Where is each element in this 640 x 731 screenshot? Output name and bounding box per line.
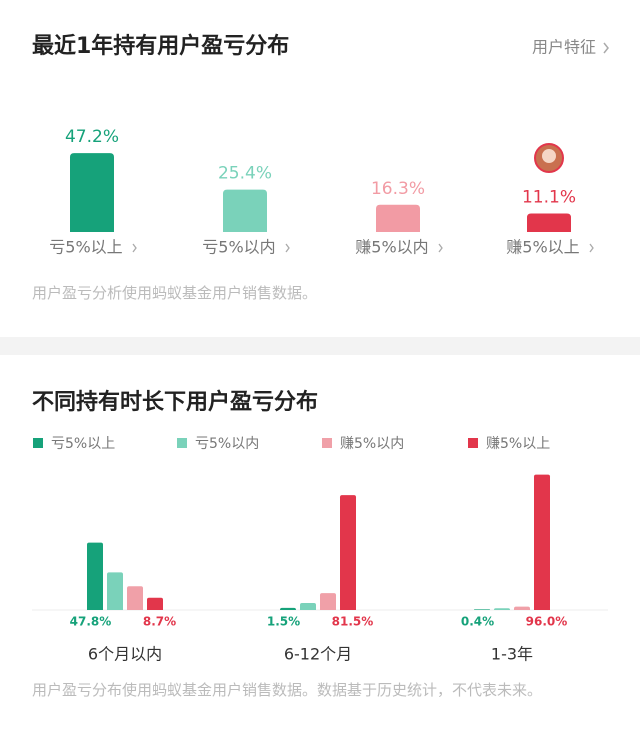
legend-label: 赚5%以内 bbox=[340, 436, 404, 452]
bar bbox=[300, 602, 316, 610]
chevron bbox=[589, 243, 594, 253]
legend-label: 亏5%以内 bbox=[195, 436, 259, 452]
value-label: 25.4% bbox=[218, 164, 272, 184]
bar bbox=[527, 213, 571, 232]
chart-title: 不同持有时长下用户盈亏分布 bbox=[32, 389, 318, 415]
value-label: 11.1% bbox=[522, 187, 576, 207]
legend-label: 赚5%以上 bbox=[486, 436, 550, 452]
chevron bbox=[285, 243, 290, 253]
x-tick-label: 亏5%以上 bbox=[49, 238, 122, 257]
section-link[interactable]: 用户特征 bbox=[532, 38, 596, 57]
x-tick-label: 6-12个月 bbox=[284, 645, 352, 664]
bar bbox=[340, 495, 356, 610]
bar bbox=[320, 593, 336, 610]
avatar-face bbox=[542, 149, 556, 163]
value-label: 81.5% bbox=[332, 615, 374, 629]
bar bbox=[147, 597, 163, 610]
legend-swatch bbox=[468, 438, 478, 448]
value-label: 16.3% bbox=[371, 179, 425, 199]
bar bbox=[107, 572, 123, 610]
x-tick-label: 6个月以内 bbox=[88, 645, 162, 664]
value-label: 47.8% bbox=[70, 615, 112, 629]
value-label: 96.0% bbox=[526, 615, 568, 629]
chart-title: 最近1年持有用户盈亏分布 bbox=[32, 33, 289, 59]
bar bbox=[223, 189, 267, 232]
chevron bbox=[603, 42, 609, 54]
bar bbox=[514, 606, 530, 610]
bar bbox=[494, 608, 510, 610]
bar bbox=[127, 586, 143, 610]
value-label: 8.7% bbox=[143, 615, 176, 629]
value-label: 1.5% bbox=[267, 615, 300, 629]
legend-label: 亏5%以上 bbox=[51, 436, 115, 452]
chevron bbox=[438, 243, 443, 253]
bar bbox=[70, 153, 114, 232]
x-tick-label: 亏5%以内 bbox=[202, 238, 275, 257]
x-tick-label: 赚5%以内 bbox=[355, 238, 428, 257]
separator bbox=[0, 337, 640, 355]
bar bbox=[474, 609, 490, 610]
legend-swatch bbox=[322, 438, 332, 448]
value-label: 0.4% bbox=[461, 615, 494, 629]
x-tick-label: 1-3年 bbox=[491, 645, 533, 664]
legend-swatch bbox=[33, 438, 43, 448]
footnote: 用户盈亏分布使用蚂蚁基金用户销售数据。数据基于历史统计，不代表未来。 bbox=[32, 681, 543, 699]
bar bbox=[534, 474, 550, 610]
bar bbox=[376, 204, 420, 232]
value-label: 47.2% bbox=[65, 127, 119, 147]
chevron bbox=[132, 243, 137, 253]
x-tick-label: 赚5%以上 bbox=[506, 238, 579, 257]
bar bbox=[87, 542, 103, 610]
footnote: 用户盈亏分析使用蚂蚁基金用户销售数据。 bbox=[32, 284, 318, 302]
legend-swatch bbox=[177, 438, 187, 448]
bar bbox=[280, 607, 296, 610]
